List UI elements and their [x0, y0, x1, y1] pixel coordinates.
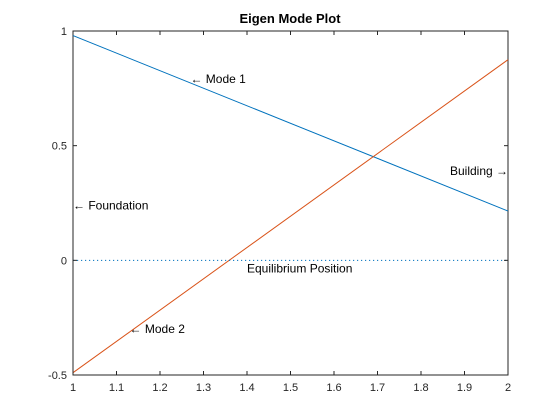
annotation-label: Building → [450, 164, 508, 178]
x-tick-label: 1.3 [196, 382, 211, 394]
x-tick-label: 1.9 [457, 382, 472, 394]
y-axis: -0.5 0 0.5 1 [48, 26, 508, 382]
annotation-label: ← Mode 1 [190, 72, 246, 86]
x-tick-label: 2 [505, 382, 511, 394]
x-tick-label: 1.2 [152, 382, 167, 394]
series-layer [72, 35, 509, 374]
x-tick-label: 1.8 [413, 382, 428, 394]
plot-area [72, 30, 509, 376]
x-tick-label: 1 [70, 382, 76, 394]
annotation-label: ← Foundation [73, 198, 148, 212]
x-tick-label: 1.6 [326, 382, 341, 394]
x-tick-label: 1.5 [283, 382, 298, 394]
x-tick-label: 1.1 [109, 382, 124, 394]
annotations: ← Mode 1 ← Mode 2 ← Foundation Building → Eq… [73, 72, 508, 336]
annotation-label: ← Mode 2 [130, 322, 186, 336]
x-axis: 1 1.1 1.2 1.3 1.4 1.5 1.6 1.7 1.8 1.9 2 [70, 31, 511, 394]
y-tick-label: 0 [61, 255, 67, 267]
chart-title: Eigen Mode Plot [239, 11, 341, 26]
x-tick-label: 1.7 [370, 382, 385, 394]
y-tick-label: -0.5 [48, 370, 67, 382]
series-line-2 [72, 59, 509, 374]
y-tick-label: 1 [61, 26, 67, 38]
y-tick-label: 0.5 [52, 141, 67, 153]
series-line-1 [72, 35, 509, 212]
annotation-label: Equilibrium Position [247, 261, 352, 275]
x-tick-label: 1.4 [239, 382, 254, 394]
